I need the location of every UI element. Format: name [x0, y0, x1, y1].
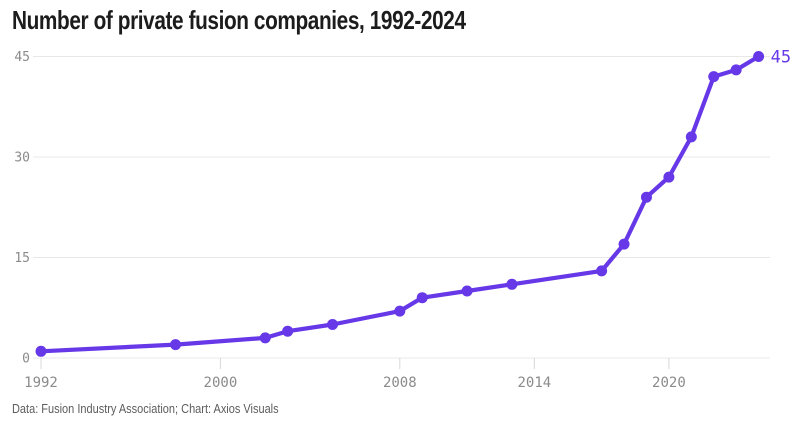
data-point-2021 [685, 131, 697, 143]
x-axis-tick-label: 2008 [383, 375, 417, 391]
x-axis-tick-label: 1992 [24, 375, 58, 391]
y-axis-tick-label: 15 [14, 251, 30, 266]
y-axis-tick-label: 30 [14, 151, 30, 166]
chart-source-credit: Data: Fusion Industry Association; Chart… [12, 401, 279, 416]
data-point-2005 [327, 319, 339, 330]
data-point-2009 [416, 292, 428, 304]
end-value-label: 45 [771, 48, 791, 68]
data-point-2002 [259, 332, 271, 344]
data-point-2019 [640, 191, 652, 203]
data-point-2018 [618, 238, 630, 250]
y-axis-tick-label: 45 [14, 50, 30, 65]
chart-title: Number of private fusion companies, 1992… [12, 5, 466, 35]
data-point-2022 [708, 71, 720, 83]
line-chart: 0 15 30 45 1992 2000 2008 2014 2020 45 [14, 48, 791, 392]
data-point-2020 [663, 171, 675, 183]
data-point-2017 [596, 265, 608, 277]
data-point-1998 [170, 339, 182, 351]
y-axis-tick-label: 0 [22, 352, 30, 367]
data-point-2008 [394, 305, 406, 317]
x-axis-tick-label: 2020 [652, 375, 686, 391]
x-axis-tick-label: 2014 [517, 375, 551, 391]
data-point-2011 [461, 285, 473, 297]
x-axis-tick-label: 2000 [204, 375, 238, 391]
data-point-2013 [506, 278, 518, 290]
data-point-2023 [730, 64, 742, 76]
data-point-1992 [35, 345, 47, 357]
data-point-2003 [282, 325, 294, 337]
data-point-2024 [753, 51, 765, 62]
